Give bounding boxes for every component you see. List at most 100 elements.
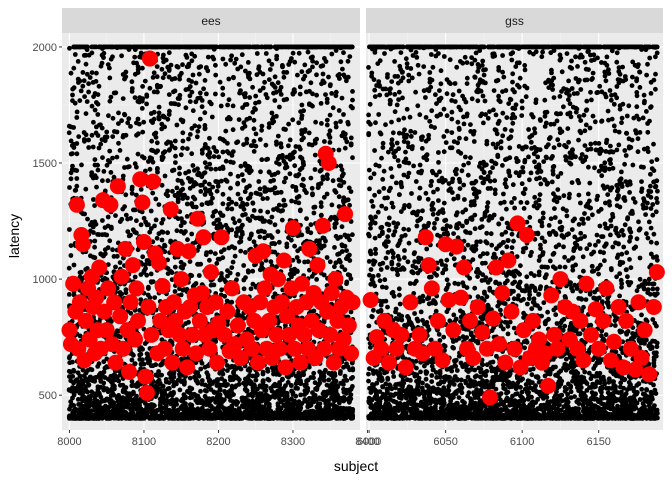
raw-point (140, 65, 145, 71)
raw-point (309, 185, 315, 191)
mean-point (65, 275, 82, 292)
raw-point (322, 139, 327, 144)
raw-point (236, 377, 242, 383)
raw-point (116, 121, 121, 126)
raw-point (131, 352, 136, 358)
raw-point (243, 212, 248, 217)
raw-point (275, 170, 281, 176)
raw-point (245, 268, 251, 274)
raw-point (110, 54, 115, 60)
raw-point (219, 224, 225, 230)
raw-point (101, 380, 107, 386)
raw-point (81, 137, 87, 142)
raw-point (74, 176, 80, 181)
raw-point (281, 74, 287, 80)
raw-point (263, 142, 269, 148)
raw-point (348, 276, 354, 282)
raw-point (333, 189, 339, 195)
raw-point (173, 153, 178, 159)
raw-point (189, 79, 195, 84)
raw-point (159, 66, 165, 72)
raw-point (293, 188, 299, 193)
raw-point (239, 172, 245, 178)
raw-point (227, 116, 233, 122)
raw-point (291, 87, 297, 92)
raw-point (132, 54, 138, 60)
raw-point (208, 191, 214, 197)
raw-point (154, 140, 160, 146)
raw-point (282, 202, 288, 208)
raw-point (302, 73, 308, 79)
raw-point (253, 143, 259, 149)
raw-point (257, 234, 263, 240)
raw-point (98, 394, 104, 400)
raw-point (135, 151, 141, 157)
mean-point (107, 354, 124, 371)
raw-point (153, 196, 159, 202)
raw-point (94, 184, 99, 190)
raw-point (244, 102, 250, 107)
raw-point (347, 258, 353, 263)
raw-point (93, 221, 99, 227)
raw-point (289, 56, 294, 61)
raw-point (283, 127, 288, 132)
raw-point (166, 92, 172, 97)
raw-point (244, 201, 250, 207)
raw-point (132, 207, 138, 213)
raw-point (197, 90, 203, 96)
raw-point (176, 102, 181, 108)
raw-point (274, 56, 279, 62)
raw-point (239, 52, 245, 58)
raw-point (220, 92, 226, 98)
raw-point (276, 161, 282, 167)
raw-point (70, 359, 75, 365)
raw-point (337, 72, 342, 77)
raw-point (265, 209, 271, 215)
mean-point (61, 322, 78, 339)
raw-point (243, 275, 248, 280)
raw-point (116, 110, 121, 116)
raw-point (186, 169, 192, 174)
raw-point (95, 92, 101, 97)
raw-point (100, 218, 105, 223)
raw-point (171, 389, 176, 395)
raw-point (68, 243, 74, 249)
raw-point (202, 78, 208, 83)
raw-point (203, 252, 209, 258)
raw-point (327, 128, 333, 134)
mean-point (191, 312, 208, 329)
raw-point (350, 97, 355, 103)
raw-point (118, 334, 123, 340)
raw-point (299, 232, 305, 238)
raw-point (213, 166, 219, 172)
raw-point (220, 56, 226, 62)
mean-point (113, 268, 130, 285)
raw-point (247, 368, 253, 374)
raw-point (187, 375, 193, 381)
raw-point (299, 102, 305, 108)
raw-point (235, 272, 241, 277)
raw-point (341, 50, 346, 56)
raw-point (242, 91, 248, 96)
raw-point (333, 124, 339, 130)
raw-point (228, 171, 233, 177)
raw-point (286, 143, 291, 149)
raw-point (284, 390, 290, 396)
raw-point (238, 88, 243, 93)
raw-point (232, 60, 238, 66)
raw-point (91, 197, 96, 202)
raw-point (318, 204, 324, 210)
raw-point (89, 50, 95, 56)
mean-point (141, 50, 158, 67)
raw-point (237, 218, 242, 224)
raw-point (329, 51, 335, 57)
raw-point (292, 163, 298, 169)
raw-point (279, 377, 285, 383)
raw-point (278, 144, 284, 150)
raw-point (336, 194, 342, 200)
raw-point (192, 196, 198, 202)
raw-point (292, 243, 297, 249)
raw-point (129, 86, 135, 91)
raw-point (172, 138, 178, 144)
raw-point (230, 127, 236, 133)
